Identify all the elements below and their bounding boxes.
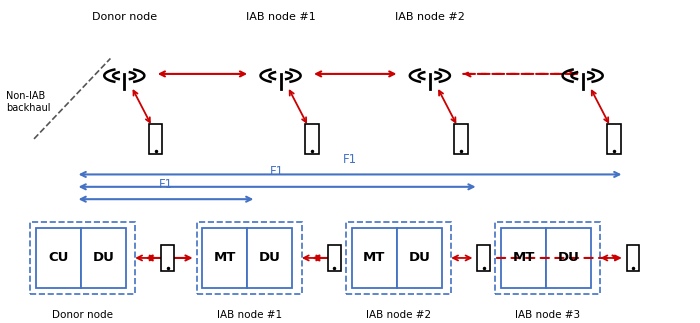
Bar <box>30 222 135 294</box>
Text: Donor node: Donor node <box>92 12 157 22</box>
Text: F1: F1 <box>270 165 284 178</box>
Bar <box>148 124 162 153</box>
Bar <box>197 222 302 294</box>
Bar <box>36 228 80 288</box>
Text: MT: MT <box>214 252 236 265</box>
Text: F1: F1 <box>159 178 173 191</box>
Text: IAB node #3: IAB node #3 <box>515 310 580 320</box>
Bar <box>346 222 451 294</box>
Text: Non-IAB
backhaul: Non-IAB backhaul <box>6 91 50 112</box>
Bar <box>607 124 621 153</box>
Text: IAB node #1: IAB node #1 <box>246 12 316 22</box>
Bar <box>496 222 601 294</box>
Bar <box>80 228 126 288</box>
Text: F1: F1 <box>343 153 357 166</box>
Bar <box>626 245 639 271</box>
Bar <box>162 245 174 271</box>
Text: MT: MT <box>512 252 535 265</box>
Text: DU: DU <box>558 252 580 265</box>
Bar <box>305 124 318 153</box>
Text: IAB node #1: IAB node #1 <box>217 310 282 320</box>
Text: Donor node: Donor node <box>52 310 113 320</box>
Text: IAB node #2: IAB node #2 <box>366 310 431 320</box>
Text: IAB node #2: IAB node #2 <box>395 12 465 22</box>
Bar <box>397 228 442 288</box>
Bar <box>351 228 397 288</box>
Bar <box>202 228 247 288</box>
Bar <box>454 124 468 153</box>
Text: MT: MT <box>363 252 386 265</box>
Bar <box>501 228 546 288</box>
Bar <box>546 228 591 288</box>
Text: CU: CU <box>48 252 69 265</box>
Text: DU: DU <box>408 252 430 265</box>
Text: DU: DU <box>92 252 114 265</box>
Bar <box>247 228 293 288</box>
Bar <box>477 245 490 271</box>
Bar <box>328 245 341 271</box>
Text: DU: DU <box>259 252 281 265</box>
